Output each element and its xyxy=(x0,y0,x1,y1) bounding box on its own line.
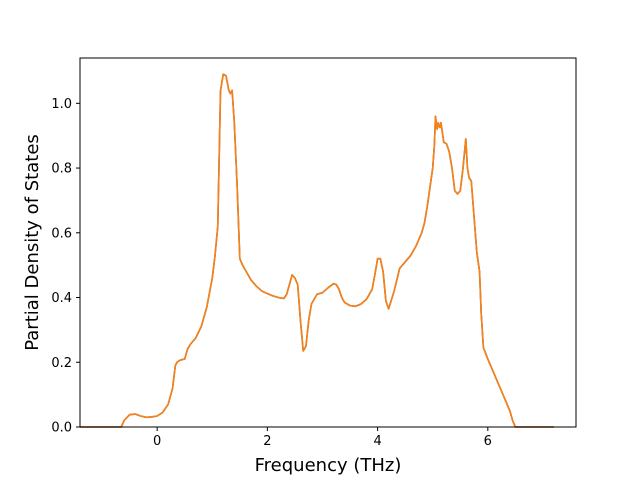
y-tick-label: 0.8 xyxy=(51,162,72,177)
y-tick-label: 0.4 xyxy=(51,291,72,306)
y-tick-label: 1.0 xyxy=(51,97,72,112)
y-axis-ticks: 0.0 0.2 0.4 0.6 0.8 1.0 xyxy=(51,97,80,436)
y-tick-label: 0.0 xyxy=(51,421,72,436)
y-tick-label: 0.2 xyxy=(51,356,72,371)
series-line-2 xyxy=(80,73,554,428)
y-tick-label: 0.6 xyxy=(51,226,72,241)
x-axis-ticks: 0 2 4 6 xyxy=(153,427,492,449)
x-tick-label: 4 xyxy=(373,434,381,449)
x-tick-label: 6 xyxy=(484,434,492,449)
y-axis-label: Partial Density of States xyxy=(22,134,43,351)
axes-frame xyxy=(79,57,577,428)
x-axis-label: Frequency (THz) xyxy=(255,455,402,476)
series-layer xyxy=(80,73,554,428)
x-tick-label: 2 xyxy=(263,434,271,449)
x-tick-label: 0 xyxy=(153,434,161,449)
